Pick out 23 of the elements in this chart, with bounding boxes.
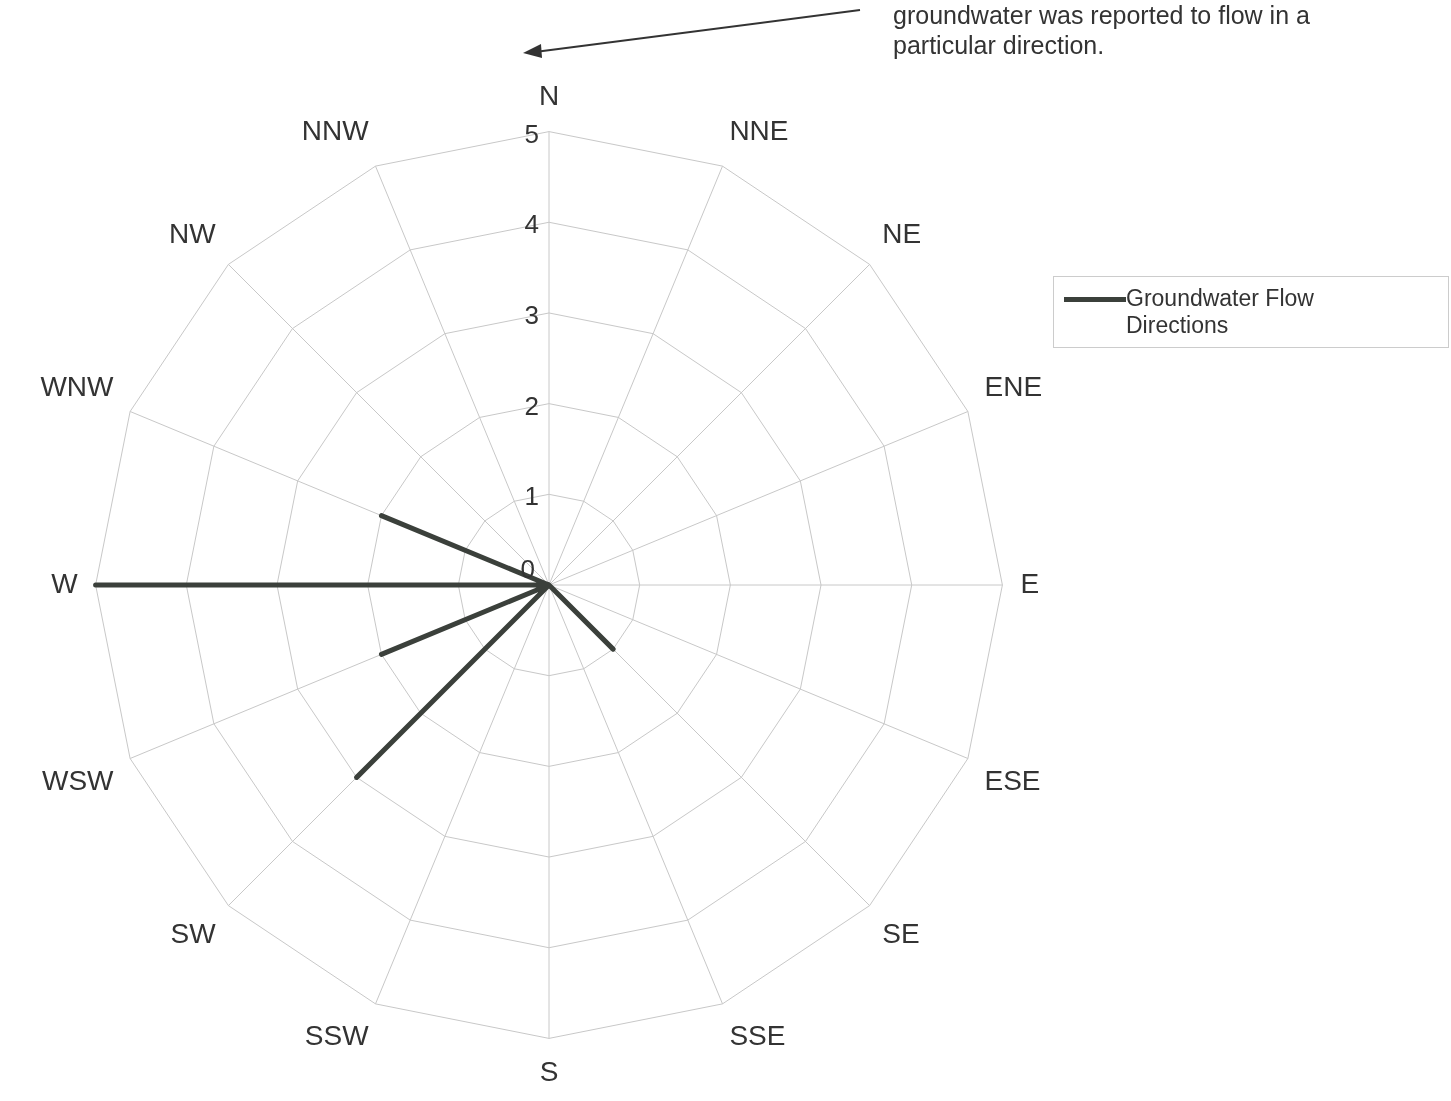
y-tick-label: 4 [524, 209, 539, 240]
spoke-label: WNW [40, 370, 115, 402]
spoke-label: E [1020, 567, 1040, 599]
spoke-label: NE [882, 217, 922, 249]
spoke-label: WSW [41, 764, 115, 796]
spoke-label: ENE [984, 370, 1043, 402]
spoke-label: NW [169, 217, 217, 249]
y-tick-label: 1 [524, 481, 539, 512]
spoke-label: NNW [301, 115, 370, 147]
spoke-label: SSW [304, 1020, 370, 1052]
spoke-label: SSE [729, 1020, 786, 1052]
y-tick-label: 3 [524, 300, 539, 331]
spoke-label: SE [882, 917, 920, 949]
spoke-label: N [538, 79, 560, 111]
spoke-label: SW [170, 917, 217, 949]
spoke-label: NNE [729, 115, 789, 147]
spoke-label: ESE [984, 764, 1041, 796]
y-tick-label: 5 [524, 118, 539, 149]
spoke-label: W [51, 567, 79, 599]
y-tick-label: 2 [524, 390, 539, 421]
text: groundwater was reported to flow in a particular direction. [893, 0, 1311, 60]
spoke-label: S [539, 1055, 559, 1087]
legend-label: Groundwater Flow Directions [1126, 285, 1315, 339]
